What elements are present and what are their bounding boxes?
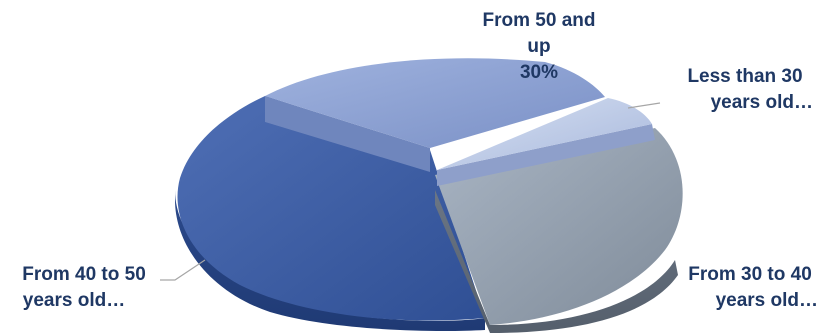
label-less-than-30-line2: years old…	[710, 92, 813, 113]
label-40-to-50-line1: From 40 to 50	[22, 264, 146, 285]
slice-less-than-30-top	[437, 98, 652, 170]
label-less-than-30: Less than 30 years old…	[665, 64, 825, 116]
label-50-and-up-line3: 30%	[519, 62, 559, 83]
label-40-to-50-line2: years old…	[22, 290, 126, 311]
slice-50-and-up	[265, 58, 605, 172]
slice-less-than-30-side	[437, 124, 655, 186]
slice-30-to-40-top	[435, 128, 683, 325]
label-50-and-up: From 50 and up 30%	[464, 8, 614, 86]
leader-line-40-to-50	[160, 259, 206, 281]
label-30-to-40: From 30 to 40 years old…	[670, 262, 830, 314]
slice-50-and-up-side	[265, 96, 430, 172]
label-30-to-40-line2: years old…	[715, 290, 818, 311]
label-50-and-up-line2: up	[527, 36, 551, 57]
slice-less-than-30	[437, 98, 655, 186]
leader-line-less-than-30	[627, 102, 661, 109]
slice-30-to-40	[435, 128, 683, 333]
label-less-than-30-line1: Less than 30	[687, 66, 803, 87]
slice-50-and-up-top	[265, 58, 605, 148]
label-30-to-40-line1: From 30 to 40	[688, 264, 812, 285]
label-50-and-up-line1: From 50 and	[482, 10, 596, 31]
slice-40-to-50-side	[175, 190, 485, 332]
label-40-to-50: From 40 to 50 years old…	[4, 262, 164, 314]
